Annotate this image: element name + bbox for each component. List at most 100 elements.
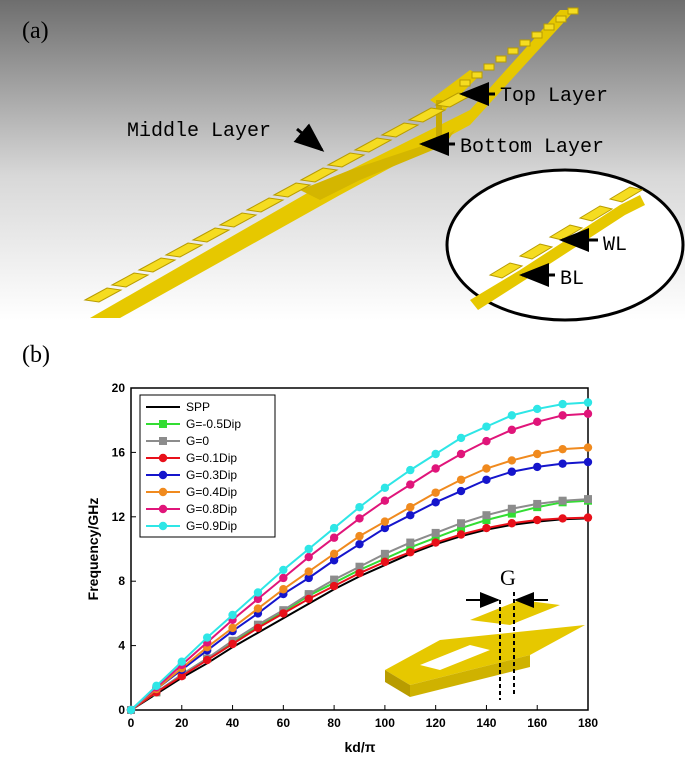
point (380, 557, 390, 567)
point (329, 523, 339, 533)
point (355, 568, 364, 578)
point (456, 449, 466, 459)
block (507, 47, 519, 55)
block (483, 63, 495, 71)
point (355, 562, 364, 571)
point (431, 464, 440, 473)
x-tick-label: 140 (476, 716, 496, 730)
point (380, 549, 389, 558)
point (304, 567, 313, 576)
block (218, 212, 258, 228)
point (558, 411, 567, 420)
x-axis-label: kd/π (345, 739, 376, 755)
point (253, 588, 263, 597)
point (304, 552, 313, 562)
point (406, 538, 415, 547)
point (253, 594, 263, 604)
point (279, 609, 288, 618)
point (406, 480, 415, 489)
block (471, 71, 483, 79)
legend-label: SPP (186, 400, 210, 414)
legend-marker (158, 487, 168, 497)
point (457, 519, 466, 528)
block (608, 186, 644, 203)
y-tick-label: 4 (118, 639, 125, 653)
point (533, 499, 542, 508)
block (110, 272, 150, 288)
legend-marker (158, 504, 168, 514)
block (380, 122, 420, 138)
x-tick-label: 0 (128, 716, 135, 730)
point (456, 486, 466, 496)
point (507, 504, 516, 513)
inset-unit-cell (385, 592, 585, 700)
point (406, 465, 415, 475)
point (279, 565, 288, 575)
point (380, 517, 390, 526)
point (533, 417, 542, 427)
point (406, 510, 415, 520)
point (431, 498, 440, 507)
block (407, 107, 447, 123)
point (177, 671, 186, 681)
block (164, 242, 204, 258)
y-axis-label: Frequency/GHz (85, 498, 101, 601)
plot-frame (130, 387, 589, 711)
structure-render (60, 7, 579, 318)
block (83, 287, 123, 303)
legend-label: G=0.8Dip (186, 502, 237, 516)
y-tick-label: 20 (112, 381, 126, 395)
annotation: Bottom Layer (460, 136, 604, 159)
point (202, 633, 212, 642)
point (482, 475, 491, 484)
point (507, 519, 517, 528)
point (558, 514, 567, 523)
point (482, 422, 491, 431)
block (518, 243, 554, 260)
point (558, 399, 567, 409)
legend-marker (159, 437, 167, 445)
legend-label: G=0 (186, 434, 209, 448)
y-tick-label: 8 (118, 574, 125, 588)
legend-box (139, 394, 276, 538)
point (329, 549, 339, 559)
point (304, 590, 313, 599)
point (431, 449, 440, 459)
point (228, 610, 237, 620)
point (406, 543, 415, 552)
point (482, 464, 491, 473)
arrows (293, 82, 598, 287)
x-tick-label: 100 (375, 716, 395, 730)
point (355, 531, 364, 541)
point (228, 623, 237, 633)
point (329, 581, 339, 591)
point (558, 459, 567, 468)
point (304, 573, 313, 583)
block (543, 23, 555, 31)
point (177, 657, 186, 666)
block (326, 152, 366, 168)
block (137, 257, 177, 273)
point (456, 475, 466, 484)
legend-marker (158, 521, 168, 531)
point (330, 575, 339, 584)
point (304, 544, 313, 554)
block (531, 31, 543, 39)
point (456, 530, 466, 539)
legend-marker (159, 420, 167, 428)
legend-label: G=0.3Dip (186, 468, 237, 482)
block (353, 137, 393, 153)
inset-label: G (500, 565, 516, 590)
annotation: Middle Layer (127, 120, 271, 143)
block (272, 182, 312, 198)
x-tick-label: 120 (426, 716, 446, 730)
point (380, 483, 390, 493)
block (245, 197, 285, 213)
point (507, 467, 517, 476)
point (431, 528, 440, 537)
block (191, 227, 231, 243)
point (355, 502, 364, 512)
block (567, 7, 579, 15)
annotation: BL (560, 268, 584, 291)
